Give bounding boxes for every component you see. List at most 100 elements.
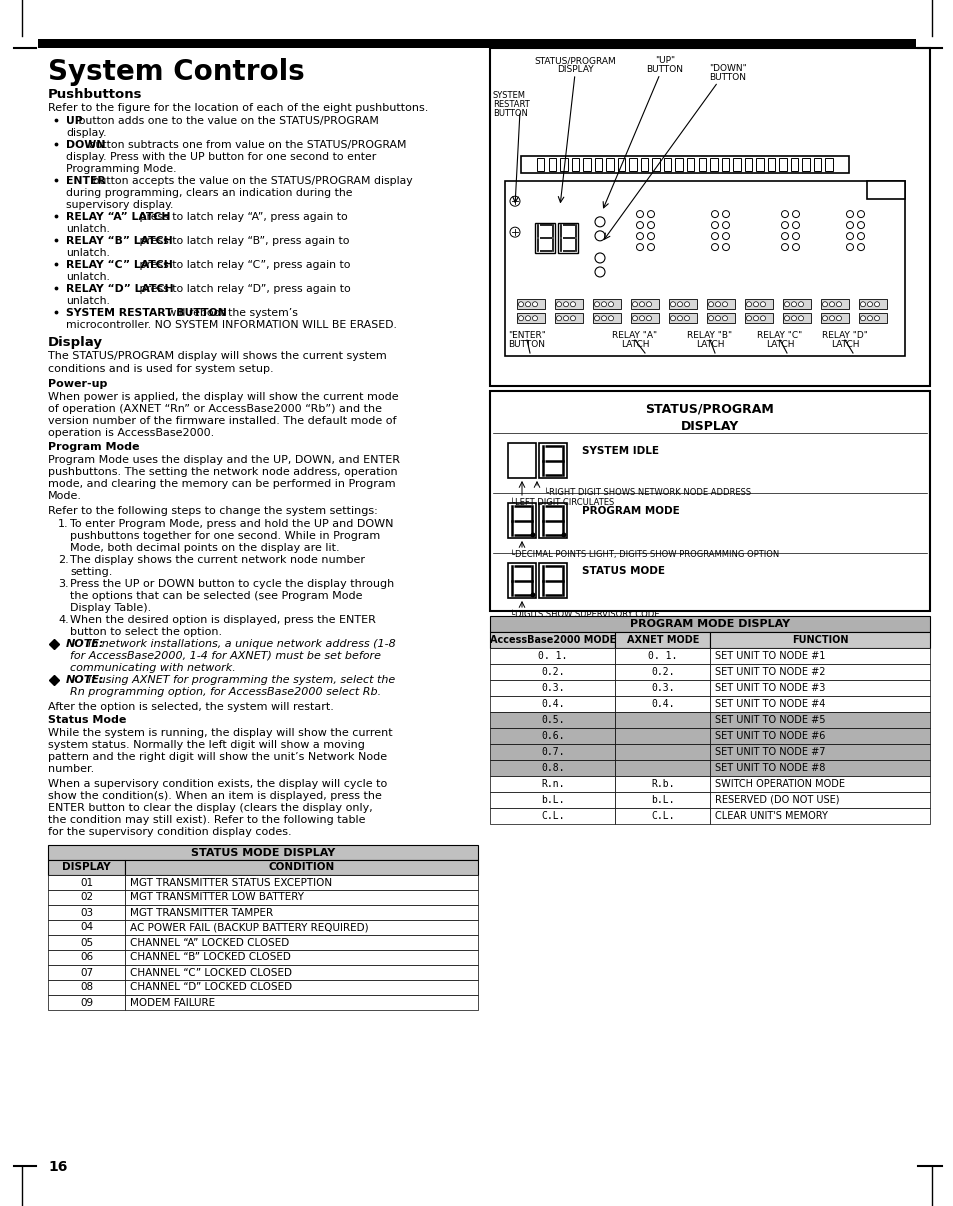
- Text: FUNCTION: FUNCTION: [791, 636, 847, 645]
- Text: STATUS MODE DISPLAY: STATUS MODE DISPLAY: [191, 848, 335, 857]
- Bar: [490, 728, 615, 744]
- Bar: [559, 158, 567, 170]
- Circle shape: [561, 533, 566, 538]
- Text: BUTTON: BUTTON: [493, 109, 527, 118]
- Text: SET UNIT TO NODE #3: SET UNIT TO NODE #3: [714, 683, 824, 693]
- Text: display. Press with the UP button for one second to enter: display. Press with the UP button for on…: [66, 152, 375, 162]
- Circle shape: [711, 211, 718, 217]
- Text: RELAY "A": RELAY "A": [612, 330, 657, 340]
- Circle shape: [798, 316, 802, 321]
- Bar: [48, 995, 125, 1009]
- Circle shape: [670, 302, 675, 306]
- Circle shape: [608, 302, 613, 306]
- Circle shape: [721, 211, 729, 217]
- Text: LATCH: LATCH: [765, 340, 794, 349]
- Circle shape: [525, 316, 530, 321]
- Text: 0.5.: 0.5.: [540, 715, 564, 725]
- Text: After the option is selected, the system will restart.: After the option is selected, the system…: [48, 702, 334, 712]
- Bar: [537, 158, 544, 170]
- Text: The display shows the current network node number: The display shows the current network no…: [70, 555, 365, 564]
- Text: PROGRAM MODE: PROGRAM MODE: [581, 507, 679, 516]
- Text: └RIGHT DIGIT SHOWS NETWORK NODE ADDRESS: └RIGHT DIGIT SHOWS NETWORK NODE ADDRESS: [543, 488, 750, 497]
- Circle shape: [601, 302, 606, 306]
- Circle shape: [792, 233, 799, 240]
- Circle shape: [860, 302, 864, 306]
- Text: PROGRAM MODE DISPLAY: PROGRAM MODE DISPLAY: [629, 619, 789, 630]
- Bar: [615, 744, 709, 760]
- Bar: [490, 680, 615, 696]
- Bar: [720, 158, 728, 170]
- Text: Refer to the following steps to change the system settings:: Refer to the following steps to change t…: [48, 507, 377, 516]
- Text: UP: UP: [66, 116, 83, 125]
- Bar: [490, 808, 615, 824]
- Text: SET UNIT TO NODE #2: SET UNIT TO NODE #2: [714, 667, 824, 677]
- Text: press to latch relay “B”, press again to: press to latch relay “B”, press again to: [136, 236, 350, 246]
- Circle shape: [781, 244, 788, 251]
- Circle shape: [636, 244, 643, 251]
- Text: unlatch.: unlatch.: [66, 224, 110, 234]
- Bar: [125, 920, 477, 935]
- Bar: [709, 712, 929, 728]
- Bar: [517, 299, 544, 309]
- Bar: [538, 443, 566, 478]
- Text: LATCH: LATCH: [620, 340, 649, 349]
- Bar: [801, 158, 809, 170]
- Bar: [615, 775, 709, 792]
- Circle shape: [530, 533, 535, 538]
- Bar: [48, 845, 477, 860]
- Bar: [744, 314, 772, 323]
- Bar: [615, 680, 709, 696]
- Text: 01: 01: [80, 878, 93, 888]
- Circle shape: [570, 302, 575, 306]
- Bar: [593, 314, 620, 323]
- Circle shape: [563, 316, 568, 321]
- Bar: [858, 299, 886, 309]
- Text: Programming Mode.: Programming Mode.: [66, 164, 176, 174]
- Bar: [535, 223, 555, 253]
- Text: CHANNEL “D” LOCKED CLOSED: CHANNEL “D” LOCKED CLOSED: [131, 983, 293, 993]
- Circle shape: [792, 211, 799, 217]
- Text: operation is AccessBase2000.: operation is AccessBase2000.: [48, 428, 214, 438]
- Circle shape: [532, 302, 537, 306]
- Text: 05: 05: [80, 937, 93, 948]
- Bar: [733, 158, 740, 170]
- Text: AC POWER FAIL (BACKUP BATTERY REQUIRED): AC POWER FAIL (BACKUP BATTERY REQUIRED): [131, 923, 369, 932]
- Text: "ENTER": "ENTER": [508, 330, 545, 340]
- Text: The STATUS/PROGRAM display will shows the current system: The STATUS/PROGRAM display will shows th…: [48, 351, 386, 361]
- Text: MGT TRANSMITTER LOW BATTERY: MGT TRANSMITTER LOW BATTERY: [131, 892, 304, 902]
- Text: While the system is running, the display will show the current: While the system is running, the display…: [48, 728, 393, 738]
- Text: button subtracts one from value on the STATUS/PROGRAM: button subtracts one from value on the S…: [85, 140, 406, 150]
- Text: for AccessBase2000, 1-4 for AXNET) must be set before: for AccessBase2000, 1-4 for AXNET) must …: [70, 651, 380, 661]
- Text: SET UNIT TO NODE #7: SET UNIT TO NODE #7: [714, 747, 824, 757]
- Text: show the condition(s). When an item is displayed, press the: show the condition(s). When an item is d…: [48, 791, 381, 801]
- Circle shape: [857, 222, 863, 229]
- Text: Status Mode: Status Mode: [48, 715, 126, 725]
- Circle shape: [563, 302, 568, 306]
- Text: 02: 02: [80, 892, 93, 902]
- Text: 0. 1.: 0. 1.: [647, 651, 677, 661]
- Text: NOTE:: NOTE:: [66, 639, 105, 649]
- Text: └DECIMAL POINTS LIGHT, DIGITS SHOW PROGRAMMING OPTION: └DECIMAL POINTS LIGHT, DIGITS SHOW PROGR…: [510, 550, 779, 560]
- Text: RESERVED (DO NOT USE): RESERVED (DO NOT USE): [714, 795, 839, 804]
- Circle shape: [721, 302, 727, 306]
- Bar: [668, 314, 697, 323]
- Bar: [125, 860, 477, 876]
- Text: unlatch.: unlatch.: [66, 295, 110, 306]
- Text: DISPLAY: DISPLAY: [557, 65, 593, 74]
- Bar: [490, 391, 929, 611]
- Text: DISPLAY: DISPLAY: [62, 862, 111, 872]
- Circle shape: [608, 316, 613, 321]
- Text: Pushbuttons: Pushbuttons: [48, 88, 142, 101]
- Text: In network installations, a unique network address (1-8: In network installations, a unique netwo…: [88, 639, 395, 649]
- Circle shape: [530, 592, 535, 597]
- Bar: [709, 760, 929, 775]
- Bar: [48, 920, 125, 935]
- Bar: [709, 808, 929, 824]
- Circle shape: [721, 233, 729, 240]
- Text: 0.2.: 0.2.: [540, 667, 564, 677]
- Text: Program Mode uses the display and the UP, DOWN, and ENTER: Program Mode uses the display and the UP…: [48, 455, 399, 466]
- Text: SET UNIT TO NODE #4: SET UNIT TO NODE #4: [714, 699, 824, 709]
- Bar: [490, 648, 615, 665]
- Bar: [615, 632, 709, 648]
- Circle shape: [760, 316, 764, 321]
